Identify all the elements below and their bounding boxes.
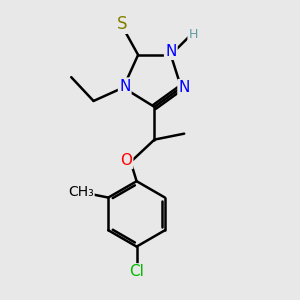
Text: N: N bbox=[178, 80, 190, 95]
Text: N: N bbox=[119, 79, 130, 94]
Text: CH₃: CH₃ bbox=[68, 185, 94, 199]
Text: N: N bbox=[165, 44, 176, 59]
Text: H: H bbox=[188, 28, 198, 40]
Text: S: S bbox=[116, 15, 127, 33]
Text: O: O bbox=[120, 153, 132, 168]
Text: Cl: Cl bbox=[129, 264, 144, 279]
